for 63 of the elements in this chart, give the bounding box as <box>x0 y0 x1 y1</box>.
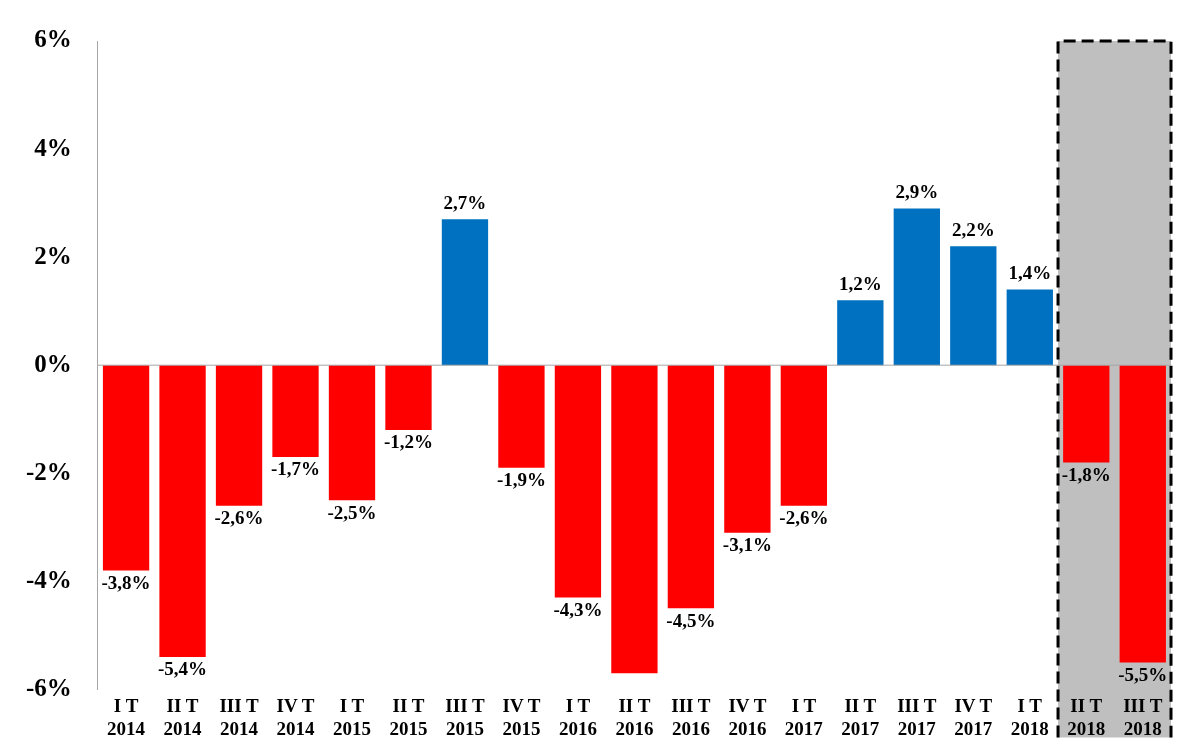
y-tick-label: 4% <box>34 133 72 161</box>
data-label: 1,4% <box>1008 261 1052 283</box>
y-tick-label: 0% <box>34 349 72 377</box>
x-tick-label: III T 2015 <box>445 694 485 739</box>
x-tick-label: I T 2014 <box>107 694 146 739</box>
y-tick-label: 6% <box>34 25 72 53</box>
x-tick-label: IV T 2014 <box>276 694 316 739</box>
y-tick-label: -6% <box>26 673 72 701</box>
data-label: 2,9% <box>895 180 939 202</box>
bar <box>498 365 545 468</box>
y-tick-label: -2% <box>26 457 72 485</box>
data-label: -2,6% <box>779 507 829 529</box>
x-tick-label: IV T 2015 <box>502 694 541 739</box>
data-label: -2,6% <box>214 507 264 529</box>
x-tick-label: II T 2017 <box>841 694 880 739</box>
bar <box>159 365 206 657</box>
x-tick-label: III T 2017 <box>897 694 937 739</box>
bar <box>611 365 658 674</box>
bar <box>950 246 997 366</box>
data-label: -3,1% <box>722 534 772 556</box>
y-tick-label: -4% <box>26 565 72 593</box>
bar <box>724 365 771 533</box>
data-label: -1,7% <box>270 458 321 480</box>
x-tick-label: I T 2016 <box>558 694 597 739</box>
x-tick-label: III T 2016 <box>671 694 711 739</box>
x-tick-label: IV T 2016 <box>728 694 767 739</box>
x-tick-label: II T 2015 <box>389 694 428 739</box>
x-tick-label: III T 2018 <box>1123 694 1163 739</box>
bar <box>215 365 263 506</box>
bar <box>441 219 489 366</box>
bar <box>1063 365 1110 463</box>
bar <box>780 365 828 506</box>
data-label: -1,9% <box>496 469 546 491</box>
bar <box>667 365 715 609</box>
data-label: 2,2% <box>951 218 995 240</box>
data-label: -1,8% <box>1061 463 1111 485</box>
x-tick-label: II T 2014 <box>163 694 203 739</box>
bar <box>102 365 150 571</box>
bar <box>1006 289 1053 366</box>
data-label: 2,7% <box>443 191 487 213</box>
bar <box>837 300 884 366</box>
x-tick-label: III T 2014 <box>219 694 259 739</box>
x-tick-label: I T 2015 <box>333 694 371 739</box>
bar <box>893 208 940 366</box>
data-label: -4,5% <box>666 609 716 631</box>
data-label: 1,2% <box>838 272 882 294</box>
x-tick-label: II T 2018 <box>1067 694 1106 739</box>
x-tick-label: I T 2017 <box>784 694 824 739</box>
data-label: -2,5% <box>327 501 377 523</box>
data-label: -1,2% <box>383 431 434 453</box>
data-label: -4,3% <box>553 598 603 620</box>
x-tick-label: II T 2016 <box>615 694 654 739</box>
bar <box>554 365 602 598</box>
y-tick-label: 2% <box>34 241 72 269</box>
x-tick-label: IV T 2017 <box>954 694 993 739</box>
data-label: -3,8% <box>101 571 151 593</box>
x-tick-label: I T 2018 <box>1010 694 1049 739</box>
bar <box>328 365 376 501</box>
data-label: -5,4% <box>158 658 208 680</box>
bar <box>1119 365 1166 663</box>
data-label: -5,5% <box>1118 663 1168 685</box>
bar <box>385 365 432 431</box>
bar <box>272 365 319 458</box>
